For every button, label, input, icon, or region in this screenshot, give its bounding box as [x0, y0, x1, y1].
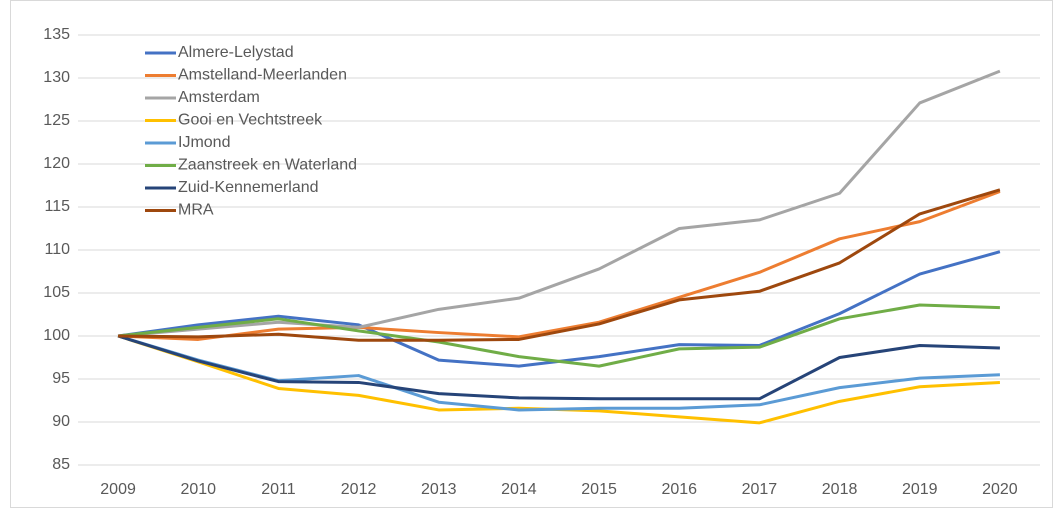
y-tick-label: 135 — [43, 26, 70, 43]
legend-label: Zuid-Kennemerland — [178, 179, 319, 196]
y-tick-label: 130 — [43, 69, 70, 86]
series-line — [118, 188, 1001, 342]
y-tick-label: 125 — [43, 112, 70, 129]
legend-label: Amstelland-Meerlanden — [178, 67, 347, 84]
legend-label: IJmond — [178, 134, 230, 151]
y-tick-label: 105 — [43, 284, 70, 301]
chart-border — [10, 0, 1053, 508]
series-line — [117, 303, 1000, 368]
series-line — [118, 190, 1001, 341]
x-tick-label: 2020 — [982, 481, 1018, 498]
legend-label: Zaanstreek en Waterland — [178, 157, 357, 174]
legend-label: Almere-Lelystad — [178, 44, 294, 61]
x-tick-label: 2017 — [742, 481, 778, 498]
x-tick-label: 2016 — [661, 481, 697, 498]
series-line — [117, 69, 1001, 338]
y-tick-label: 110 — [44, 241, 70, 258]
x-tick-label: 2010 — [180, 481, 216, 498]
x-tick-label: 2014 — [501, 481, 537, 498]
legend-label: Amsterdam — [178, 89, 260, 106]
y-tick-label: 100 — [43, 327, 70, 344]
series-line — [117, 334, 1000, 401]
x-tick-label: 2011 — [261, 481, 296, 498]
x-tick-label: 2018 — [822, 481, 858, 498]
x-tick-label: 2019 — [902, 481, 938, 498]
y-tick-label: 90 — [52, 413, 70, 430]
x-tick-label: 2012 — [341, 481, 377, 498]
legend-label: MRA — [178, 202, 214, 219]
x-tick-label: 2009 — [100, 481, 136, 498]
legend-label: Gooi en Vechtstreek — [178, 112, 323, 129]
x-tick-label: 2015 — [581, 481, 617, 498]
y-tick-label: 95 — [52, 370, 70, 387]
y-tick-label: 120 — [43, 155, 70, 172]
y-tick-label: 115 — [44, 198, 70, 215]
x-tick-label: 2013 — [421, 481, 457, 498]
y-tick-label: 85 — [52, 456, 70, 473]
